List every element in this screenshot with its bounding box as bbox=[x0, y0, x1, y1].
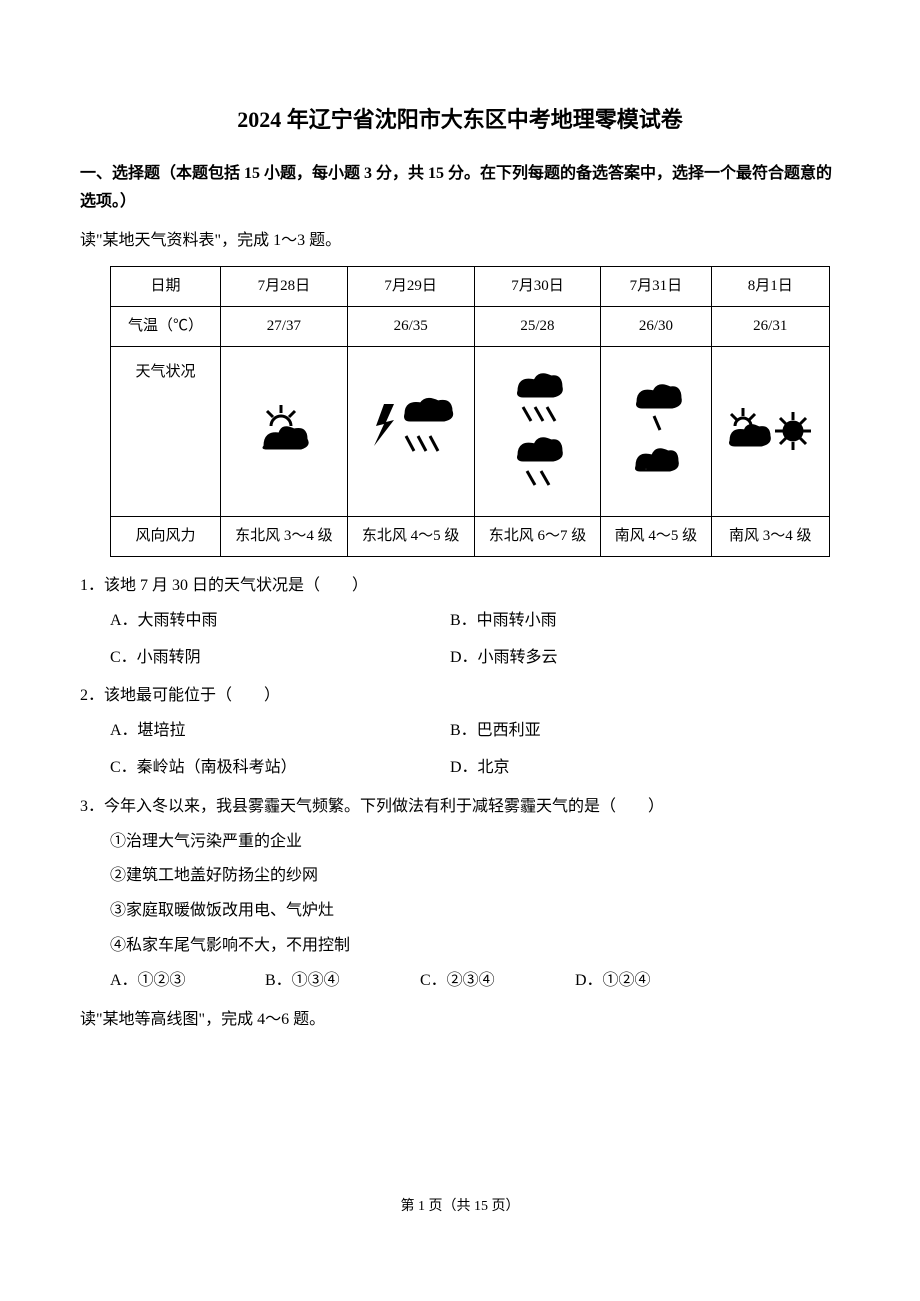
weather-icon-light-rain bbox=[628, 382, 683, 437]
q2-option-d: D．北京 bbox=[450, 754, 840, 783]
cell-temp-2: 25/28 bbox=[474, 306, 601, 346]
cell-date-1: 7月29日 bbox=[347, 266, 474, 306]
weather-icon-fog-cloudy bbox=[249, 401, 319, 461]
question-2-options: A．堪培拉 B．巴西利亚 C．秦岭站（南极科考站） D．北京 bbox=[110, 717, 840, 783]
weather-icon-rain-top bbox=[507, 369, 567, 429]
cell-date-2: 7月30日 bbox=[474, 266, 601, 306]
table-row-cond: 天气状况 bbox=[111, 346, 830, 516]
cell-temp-header: 气温（℃） bbox=[111, 306, 221, 346]
cell-cond-0 bbox=[221, 346, 348, 516]
weather-icon-cloudy-sunny bbox=[725, 406, 815, 456]
cell-cond-4 bbox=[711, 346, 829, 516]
weather-icon-thunder-rain bbox=[366, 396, 456, 466]
q3-option-a: A．①②③ bbox=[110, 967, 265, 996]
question-1: 1．该地 7 月 30 日的天气状况是（ ） bbox=[80, 572, 840, 601]
cell-wind-0: 东北风 3～4 级 bbox=[221, 516, 348, 556]
question-1-options: A．大雨转中雨 B．中雨转小雨 C．小雨转阴 D．小雨转多云 bbox=[110, 607, 840, 673]
cell-date-3: 7月31日 bbox=[601, 266, 711, 306]
table-row-temp: 气温（℃） 27/37 26/35 25/28 26/30 26/31 bbox=[111, 306, 830, 346]
cell-temp-0: 27/37 bbox=[221, 306, 348, 346]
cell-cond-2 bbox=[474, 346, 601, 516]
q1-option-d: D．小雨转多云 bbox=[450, 644, 840, 673]
q3-item-3: ③家庭取暖做饭改用电、气炉灶 bbox=[110, 897, 840, 926]
page-title: 2024 年辽宁省沈阳市大东区中考地理零模试卷 bbox=[80, 100, 840, 140]
q3-option-d: D．①②④ bbox=[575, 967, 730, 996]
q3-item-4: ④私家车尾气影响不大，不用控制 bbox=[110, 932, 840, 961]
q1-option-a: A．大雨转中雨 bbox=[110, 607, 450, 636]
cell-temp-3: 26/30 bbox=[601, 306, 711, 346]
question-3-options: A．①②③ B．①③④ C．②③④ D．①②④ bbox=[110, 967, 730, 996]
q2-option-a: A．堪培拉 bbox=[110, 717, 450, 746]
q2-option-c: C．秦岭站（南极科考站） bbox=[110, 754, 450, 783]
weather-icon-overcast bbox=[628, 441, 683, 481]
weather-table: 日期 7月28日 7月29日 7月30日 7月31日 8月1日 气温（℃） 27… bbox=[110, 266, 830, 557]
question-3-subitems: ①治理大气污染严重的企业 ②建筑工地盖好防扬尘的纱网 ③家庭取暖做饭改用电、气炉… bbox=[110, 828, 840, 961]
cell-cond-header: 天气状况 bbox=[111, 346, 221, 516]
cell-temp-4: 26/31 bbox=[711, 306, 829, 346]
question-3: 3．今年入冬以来，我县雾霾天气频繁。下列做法有利于减轻雾霾天气的是（ ） bbox=[80, 793, 840, 822]
cell-wind-3: 南风 4～5 级 bbox=[601, 516, 711, 556]
q3-option-b: B．①③④ bbox=[265, 967, 420, 996]
cell-date-header: 日期 bbox=[111, 266, 221, 306]
instruction-2: 读"某地等高线图"，完成 4～6 题。 bbox=[80, 1006, 840, 1035]
cell-wind-1: 东北风 4～5 级 bbox=[347, 516, 474, 556]
cell-date-0: 7月28日 bbox=[221, 266, 348, 306]
q3-item-2: ②建筑工地盖好防扬尘的纱网 bbox=[110, 862, 840, 891]
q2-option-b: B．巴西利亚 bbox=[450, 717, 840, 746]
question-2: 2．该地最可能位于（ ） bbox=[80, 682, 840, 711]
table-row-wind: 风向风力 东北风 3～4 级 东北风 4～5 级 东北风 6～7 级 南风 4～… bbox=[111, 516, 830, 556]
cell-date-4: 8月1日 bbox=[711, 266, 829, 306]
q1-option-b: B．中雨转小雨 bbox=[450, 607, 840, 636]
instruction-1: 读"某地天气资料表"，完成 1～3 题。 bbox=[80, 227, 840, 256]
q1-option-c: C．小雨转阴 bbox=[110, 644, 450, 673]
table-row-date: 日期 7月28日 7月29日 7月30日 7月31日 8月1日 bbox=[111, 266, 830, 306]
cell-wind-header: 风向风力 bbox=[111, 516, 221, 556]
section-header: 一、选择题（本题包括 15 小题，每小题 3 分，共 15 分。在下列每题的备选… bbox=[80, 160, 840, 218]
q3-item-1: ①治理大气污染严重的企业 bbox=[110, 828, 840, 857]
q3-option-c: C．②③④ bbox=[420, 967, 575, 996]
cell-temp-1: 26/35 bbox=[347, 306, 474, 346]
cell-cond-1 bbox=[347, 346, 474, 516]
cell-cond-3 bbox=[601, 346, 711, 516]
page-footer: 第 1 页（共 15 页） bbox=[80, 1194, 840, 1219]
cell-wind-4: 南风 3～4 级 bbox=[711, 516, 829, 556]
weather-icon-rain-bottom bbox=[507, 433, 567, 493]
cell-wind-2: 东北风 6～7 级 bbox=[474, 516, 601, 556]
